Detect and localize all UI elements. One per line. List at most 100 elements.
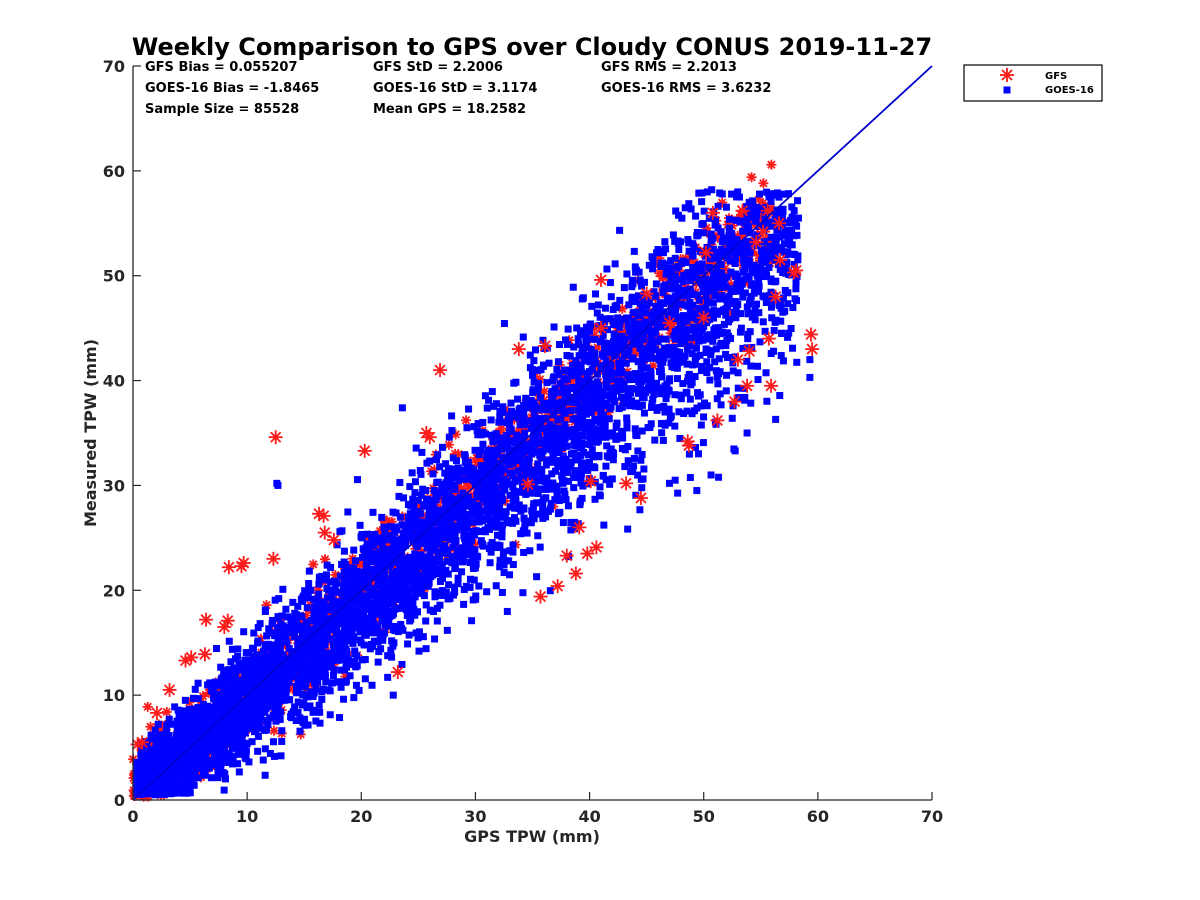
goes-point <box>314 678 322 686</box>
goes-point <box>634 389 642 397</box>
goes-point <box>345 656 353 664</box>
goes-point <box>703 188 711 196</box>
goes-point <box>315 580 323 588</box>
goes-point <box>723 336 731 344</box>
goes-point <box>361 675 369 683</box>
goes-point <box>408 469 416 477</box>
goes-point <box>591 353 599 361</box>
goes-point <box>261 745 269 753</box>
goes-point <box>496 563 504 571</box>
goes-point <box>438 481 446 489</box>
goes-point <box>526 351 534 359</box>
goes-point <box>699 288 707 296</box>
goes-point <box>589 453 597 461</box>
goes-point <box>454 471 462 479</box>
goes-point <box>599 331 607 339</box>
goes-point <box>547 399 555 407</box>
goes-point <box>175 713 183 721</box>
goes-point <box>698 362 706 370</box>
goes-point <box>626 402 634 410</box>
goes-point <box>697 421 705 429</box>
goes-point <box>773 206 781 214</box>
goes-point <box>724 254 732 262</box>
goes-point <box>574 397 582 405</box>
goes-point <box>294 674 302 682</box>
goes-point <box>721 294 729 302</box>
goes-point <box>410 582 418 590</box>
goes-point <box>714 380 722 388</box>
goes-point <box>635 292 643 300</box>
goes-point <box>304 693 312 701</box>
goes-point <box>350 546 358 554</box>
goes-point <box>412 508 420 516</box>
goes-point <box>417 510 425 518</box>
goes-point <box>676 434 684 442</box>
goes-point <box>732 216 740 224</box>
goes-point <box>483 474 491 482</box>
goes-point <box>616 226 624 234</box>
goes-point <box>699 336 707 344</box>
goes-point <box>343 632 351 640</box>
goes-point <box>377 599 385 607</box>
goes-point <box>292 611 300 619</box>
goes-point <box>660 402 668 410</box>
goes-point <box>771 211 779 219</box>
goes-point <box>688 410 696 418</box>
goes-point <box>212 644 220 652</box>
goes-point <box>753 231 761 239</box>
goes-point <box>623 419 631 427</box>
goes-point <box>601 304 609 312</box>
goes-point <box>457 493 465 501</box>
goes-point <box>558 472 566 480</box>
goes-point <box>641 278 649 286</box>
goes-point <box>515 448 523 456</box>
goes-point <box>392 509 400 517</box>
goes-point <box>214 768 222 776</box>
goes-point <box>567 518 575 526</box>
goes-point <box>301 587 309 595</box>
goes-point <box>770 327 778 335</box>
goes-point <box>691 372 699 380</box>
goes-point <box>455 524 463 532</box>
goes-point <box>416 575 424 583</box>
goes-point <box>584 451 592 459</box>
goes-point <box>515 505 523 513</box>
goes-point <box>753 242 761 250</box>
goes-point <box>448 412 456 420</box>
goes-point <box>498 528 506 536</box>
goes-point <box>775 193 783 201</box>
goes-point <box>608 475 616 483</box>
goes-point <box>709 269 717 277</box>
goes-point <box>630 247 638 255</box>
goes-point <box>269 738 277 746</box>
goes-point <box>459 524 467 532</box>
goes-point <box>605 415 613 423</box>
goes-point <box>352 681 360 689</box>
goes-point <box>353 476 361 484</box>
goes-point <box>570 431 578 439</box>
goes-point <box>792 279 800 287</box>
goes-point <box>500 561 508 569</box>
goes-point <box>567 526 575 534</box>
goes-point <box>284 613 292 621</box>
goes-point <box>302 618 310 626</box>
goes-point <box>536 543 544 551</box>
goes-point <box>275 595 283 603</box>
goes-point <box>579 413 587 421</box>
goes-point <box>165 715 173 723</box>
goes-point <box>485 501 493 509</box>
goes-point <box>699 229 707 237</box>
goes-point <box>205 764 213 772</box>
goes-point <box>606 279 614 287</box>
goes-point <box>643 364 651 372</box>
goes-point <box>186 731 194 739</box>
goes-point <box>387 646 395 654</box>
goes-point <box>185 705 193 713</box>
goes-point <box>469 504 477 512</box>
goes-point <box>478 507 486 515</box>
goes-point <box>313 597 321 605</box>
goes-point <box>352 588 360 596</box>
goes-point <box>704 287 712 295</box>
goes-point <box>525 517 533 525</box>
goes-point <box>582 385 590 393</box>
